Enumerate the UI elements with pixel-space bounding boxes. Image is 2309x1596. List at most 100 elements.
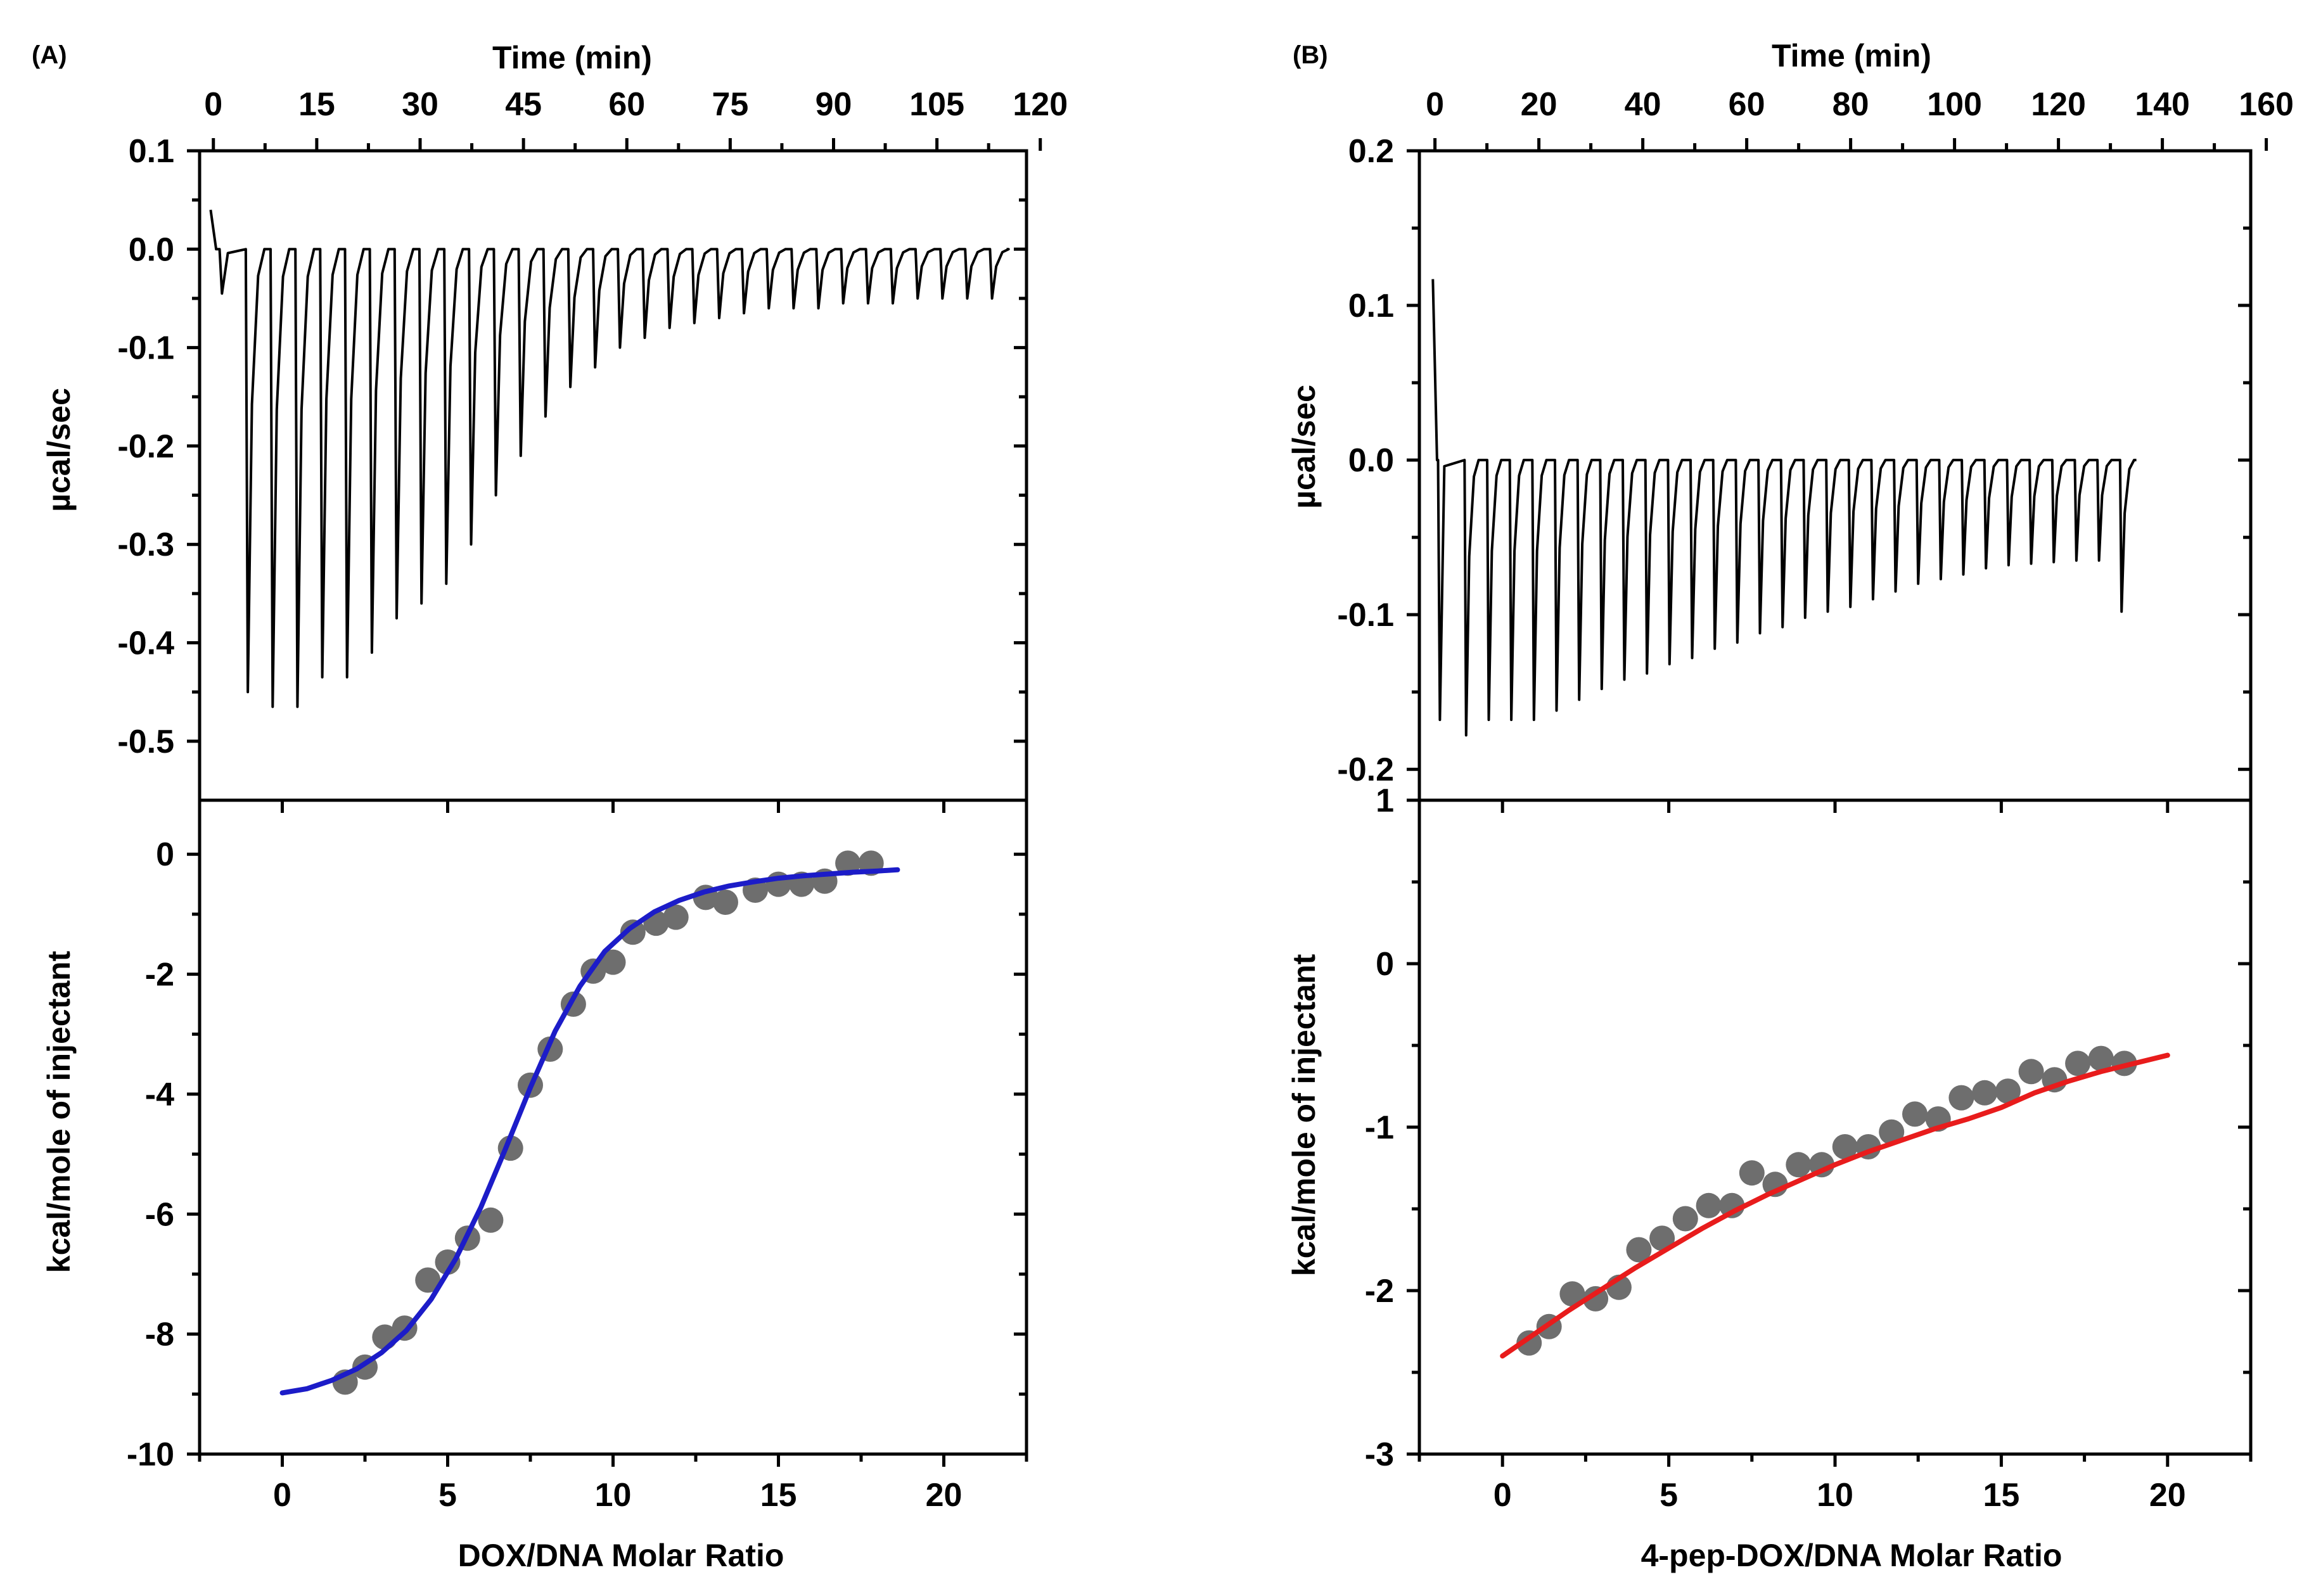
panel-a-data-point — [478, 1207, 504, 1233]
panel-a-time-tick-label: 90 — [816, 86, 852, 123]
panel-b-bottom-y-tick-label: -2 — [1365, 1273, 1394, 1310]
panel-a-data-point — [600, 949, 626, 975]
panel-b-label: (B) — [1293, 41, 1328, 69]
panel-b-bottom-y-tick-label: -1 — [1365, 1109, 1394, 1146]
panel-a-label: (A) — [32, 41, 67, 69]
panel-a-top-ticks: 0 15 30 45 60 75 90 105 120 0.1 0.0 -0.1 -0.2 -0.3 -0.… — [117, 86, 1068, 760]
panel-a-time-tick-label: 15 — [298, 86, 335, 123]
panel-b-bottom-frame — [1417, 798, 2253, 1456]
panel-b-fit-curve — [1500, 1052, 2170, 1359]
panel-b-top-y-tick-label: 0.0 — [1348, 442, 1394, 479]
panel-a-top-y-tick-label: -0.3 — [117, 527, 174, 563]
panel-a-time-tick-label: 120 — [1013, 86, 1068, 123]
panel-a-top-y-tick-label: 0.0 — [129, 231, 174, 268]
panel-a-fit-curve — [279, 867, 900, 1396]
panel-b-time-tick-label: 120 — [2031, 86, 2086, 123]
panel-b-data-point — [1583, 1286, 1609, 1312]
panel-b-ratio-tick-label: 20 — [2149, 1477, 2186, 1514]
panel-a-ratio-tick-label: 15 — [760, 1477, 797, 1514]
panel-a-bottom-y-tick-label: 0 — [156, 836, 174, 873]
panel-a-top-y-tick-label: -0.2 — [117, 428, 174, 465]
panel-a-thermogram — [209, 209, 1010, 708]
panel-b-data-point — [2088, 1045, 2114, 1071]
panel-b-data-point — [2065, 1050, 2091, 1076]
panel-a-ratio-tick-label: 20 — [926, 1477, 963, 1514]
panel-a-bottom-y-tick-label: -10 — [127, 1436, 174, 1473]
panel-b-time-axis-title: Time (min) — [1772, 38, 1931, 73]
panel-a-bottom-y-tick-label: -6 — [145, 1196, 174, 1233]
panel-a-bottom-ticks: 0 5 10 15 20 0 -2 -4 -6 -8 -10 — [127, 800, 1028, 1514]
panel-b-bottom-y-axis-title: kcal/mole of injectant — [1286, 954, 1322, 1276]
panel-a-top-y-tick-label: 0.1 — [129, 133, 174, 170]
panel-b-data-point — [1672, 1206, 1698, 1232]
panel-a-top-y-tick-label: -0.5 — [117, 724, 174, 760]
panel-b-top-y-tick-label: -0.2 — [1337, 751, 1394, 788]
panel-b-data-point — [1739, 1160, 1765, 1186]
panel-b-time-tick-label: 20 — [1521, 86, 1557, 123]
panel-a-bottom-y-axis-title: kcal/mole of injectant — [41, 950, 77, 1273]
panel-b-time-tick-label: 0 — [1426, 86, 1444, 123]
panel-b-data-point — [1786, 1152, 1812, 1178]
panel-b-data-point — [1516, 1330, 1542, 1356]
panel-b-data-point — [1902, 1101, 1928, 1127]
panel-b-data-point — [1832, 1134, 1858, 1159]
panel-b-top-y-tick-label: 0.1 — [1348, 288, 1394, 324]
panel-a-binding-isotherm — [279, 850, 900, 1396]
panel-b-time-tick-label: 140 — [2135, 86, 2190, 123]
panel-b-data-point — [1559, 1281, 1585, 1307]
panel-b-ratio-tick-label: 0 — [1493, 1477, 1512, 1514]
panel-b-data-point — [1879, 1119, 1905, 1145]
panel-a-bottom-y-tick-label: -4 — [145, 1076, 174, 1113]
panel-a: (A) Time (min) µcal/sec kcal/mole of inj… — [32, 40, 1068, 1573]
panel-a-raw-heat-trace — [209, 209, 1010, 708]
panel-a-top-y-tick-label: -0.1 — [117, 330, 174, 367]
panel-a-data-point — [663, 904, 689, 930]
panel-a-time-tick-label: 45 — [505, 86, 542, 123]
panel-a-ratio-axis-title: DOX/DNA Molar Ratio — [458, 1538, 784, 1573]
panel-b-bottom-y-tick-label: -3 — [1365, 1436, 1394, 1473]
panel-b-data-point — [1972, 1080, 1998, 1106]
panel-b-bottom-y-tick-label: 0 — [1376, 946, 1394, 983]
panel-b-top-y-tick-label: 0.2 — [1348, 133, 1394, 170]
panel-b-top-y-axis-title: µcal/sec — [1286, 385, 1322, 509]
panel-a-time-axis-title: Time (min) — [492, 40, 652, 75]
panel-a-time-tick-label: 60 — [608, 86, 645, 123]
panel-a-bottom-y-tick-label: -2 — [145, 957, 174, 993]
panel-a-top-y-tick-label: -0.4 — [117, 625, 174, 662]
panel-a-time-tick-label: 75 — [712, 86, 748, 123]
panel-b-data-point — [1696, 1192, 1722, 1218]
panel-b-data-point — [1948, 1085, 1974, 1111]
panel-b-time-tick-label: 160 — [2239, 86, 2294, 123]
panel-a-ratio-tick-label: 10 — [595, 1477, 632, 1514]
panel-b-thermogram — [1431, 279, 2137, 737]
panel-b-bottom-y-tick-label: 1 — [1376, 782, 1394, 819]
panel-b-time-tick-label: 80 — [1832, 86, 1869, 123]
panel-b-ratio-tick-label: 15 — [1983, 1477, 2019, 1514]
panel-a-time-tick-label: 105 — [909, 86, 964, 123]
panel-b-data-point — [1995, 1078, 2021, 1104]
panel-b-time-tick-label: 60 — [1729, 86, 1765, 123]
panel-b-time-tick-label: 100 — [1927, 86, 1982, 123]
panel-b-top-y-tick-label: -0.1 — [1337, 597, 1394, 634]
panel-a-time-tick-label: 0 — [204, 86, 222, 123]
panel-a-data-point — [713, 890, 738, 915]
panel-a-data-point — [620, 919, 646, 945]
panel-b-data-point — [2018, 1059, 2044, 1085]
panel-a-ratio-tick-label: 5 — [438, 1477, 457, 1514]
panel-b-top-ticks: 0 20 40 60 80 100 120 140 160 0.2 0.1 0.0 -0.1 -0.2 — [1337, 86, 2294, 788]
panel-b-time-tick-label: 40 — [1625, 86, 1661, 123]
panel-a-bottom-frame — [198, 798, 1028, 1456]
panel-b-ratio-axis-title: 4-pep-DOX/DNA Molar Ratio — [1641, 1538, 2063, 1573]
panel-b: (B) Time (min) µcal/sec kcal/mole of inj… — [1286, 38, 2294, 1573]
panel-b-binding-isotherm — [1500, 1045, 2170, 1359]
panel-a-data-point — [415, 1267, 441, 1293]
panel-a-data-point — [435, 1249, 461, 1275]
panel-b-raw-heat-trace — [1431, 279, 2137, 737]
panel-b-data-point — [1649, 1225, 1675, 1251]
panel-b-data-point — [1626, 1237, 1652, 1263]
panel-a-data-point — [835, 850, 861, 876]
panel-b-ratio-tick-label: 5 — [1660, 1477, 1678, 1514]
panel-a-top-y-axis-title: µcal/sec — [41, 388, 77, 512]
